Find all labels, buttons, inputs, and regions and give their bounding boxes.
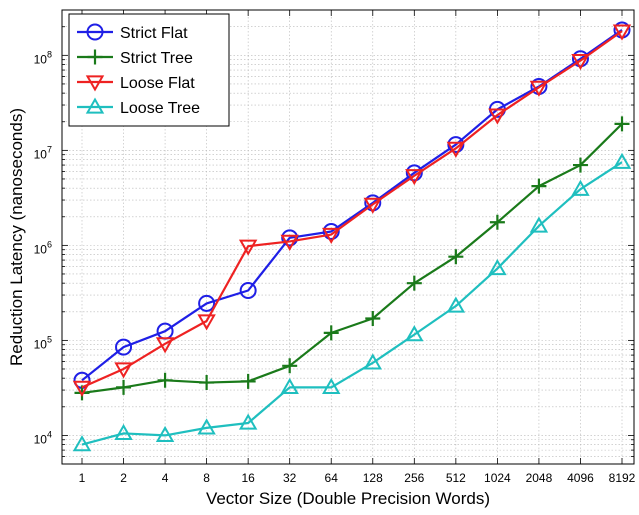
data-point-strict-tree [572,157,588,173]
data-point-strict-flat [198,294,216,312]
data-point-loose-flat [155,337,175,354]
y-tick-label: 108 [34,49,52,66]
data-point-loose-tree [72,435,92,452]
ticks: 1 2 4 8 16 32 64 128 256 512 1024 2048 4096 8192 104 10… [34,9,636,485]
legend-label-strict-tree: Strict Tree [120,50,193,67]
data-point-strict-tree [489,214,505,230]
data-point-loose-flat [322,227,341,245]
data-point-loose-tree [238,413,258,430]
data-point-strict-tree [448,249,464,265]
data-point-loose-flat [363,197,382,214]
y-axis-title: Reduction Latency (nanoseconds) [7,108,26,366]
x-tick-label: 32 [283,471,297,485]
series-layer [72,21,632,452]
legend-label-loose-tree: Loose Tree [120,100,200,117]
series-loose-flat [72,24,632,397]
data-point-loose-tree [446,296,466,313]
x-tick-label: 128 [363,471,383,485]
data-point-loose-flat [238,239,258,256]
data-point-strict-tree [614,116,630,132]
plot-frame [61,9,635,465]
data-point-loose-tree [571,179,590,196]
data-point-strict-tree [323,325,339,341]
x-tick-label: 1024 [484,471,511,485]
data-point-loose-tree [488,259,507,276]
data-point-loose-tree [197,418,216,435]
data-point-loose-flat [405,169,424,186]
x-tick-label: 64 [325,471,339,485]
legend-marker-loose-flat [85,75,105,92]
data-point-loose-flat [571,53,590,71]
x-tick-label: 8192 [609,471,636,485]
x-tick-label: 4096 [567,471,594,485]
data-point-strict-tree [365,310,381,326]
data-point-strict-tree [406,275,422,291]
data-point-loose-flat [72,380,92,397]
data-point-loose-tree [114,423,133,441]
data-point-strict-tree [116,379,132,395]
data-point-strict-tree [531,178,547,194]
data-point-loose-tree [529,216,549,233]
data-point-strict-flat [405,164,423,182]
data-point-loose-flat [446,141,466,158]
data-point-loose-flat [612,24,632,41]
x-tick-label: 4 [162,471,169,485]
data-point-strict-tree [282,358,298,374]
data-point-strict-flat [115,338,133,356]
legend-label-loose-flat: Loose Flat [120,75,195,92]
x-tick-label: 256 [404,471,424,485]
x-axis-title: Vector Size (Double Precision Words) [206,489,490,508]
legend-marker-strict-tree [87,49,103,65]
data-point-loose-flat [488,108,507,125]
x-tick-label: 16 [241,471,255,485]
data-point-strict-tree [240,373,256,389]
data-point-strict-flat [322,222,340,240]
legend: Strict Flat Strict Tree Loose Flat Loose Tr… [68,13,230,127]
data-point-loose-flat [114,362,133,379]
x-tick-label: 2 [120,471,127,485]
data-point-loose-flat [197,314,216,331]
x-tick-label: 8 [203,471,210,485]
data-point-loose-tree [322,377,341,395]
series-line-loose-tree [81,161,623,446]
data-point-strict-tree [157,372,173,388]
x-tick-label: 2048 [526,471,553,485]
data-point-loose-flat [529,80,549,97]
y-tick-label: 105 [34,334,52,351]
data-point-loose-tree [155,425,175,443]
data-point-loose-tree [405,325,424,342]
legend-marker-strict-flat [86,23,104,41]
legend-label-strict-flat: Strict Flat [120,25,188,42]
data-point-loose-tree [280,377,299,395]
data-point-strict-flat [239,281,257,299]
data-point-strict-flat [281,229,299,247]
series-strict-tree [74,116,630,401]
series-loose-tree [72,152,632,452]
x-tick-label: 512 [446,471,466,485]
y-tick-label: 107 [34,144,52,161]
data-point-strict-tree [199,375,215,391]
data-point-loose-flat [280,234,299,251]
data-point-loose-tree [612,152,632,169]
y-tick-label: 104 [34,429,52,446]
y-tick-label: 106 [34,239,52,256]
x-tick-label: 1 [79,471,86,485]
data-point-loose-tree [363,353,382,370]
legend-marker-loose-tree [85,97,105,114]
